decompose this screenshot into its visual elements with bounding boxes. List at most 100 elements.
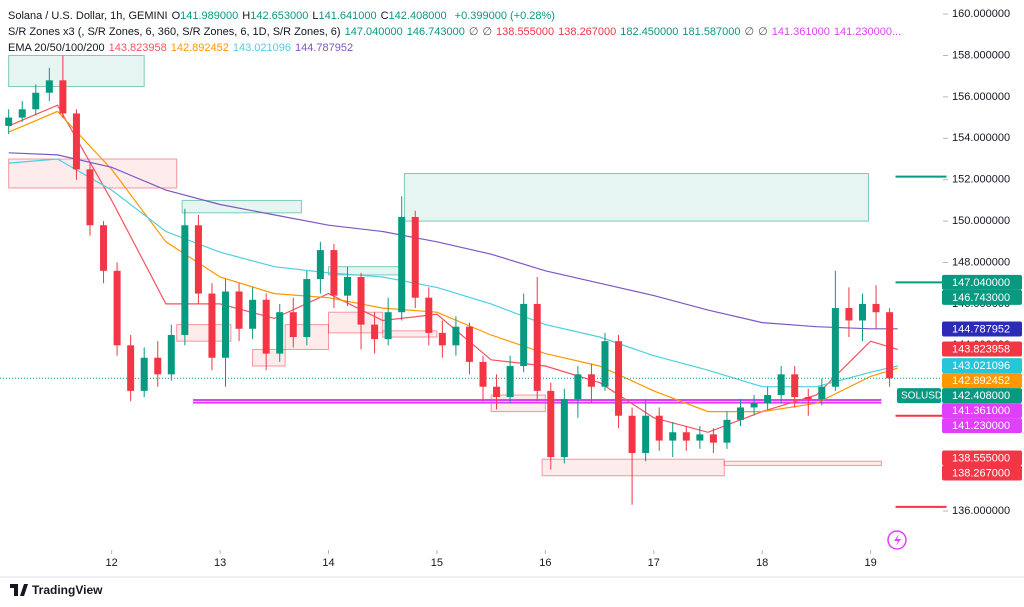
price-badge-label: 143.021096 <box>952 360 1010 372</box>
price-badge <box>942 418 1022 434</box>
sr-zone <box>403 172 869 222</box>
candle-body <box>32 92 40 110</box>
sr-value: ∅ <box>758 26 768 38</box>
candle-body <box>316 250 324 280</box>
candle-body <box>357 277 365 325</box>
price-badge-label: 142.892452 <box>952 375 1010 387</box>
price-badge <box>942 341 1022 357</box>
candle-body <box>709 434 717 443</box>
brand: TradingView <box>32 583 103 597</box>
icon-bolt[interactable] <box>894 534 901 546</box>
candle-body <box>59 80 67 114</box>
ohlc-value: 141.989000 <box>180 10 239 22</box>
price-badge-label: 138.555000 <box>952 452 1010 464</box>
candle-body <box>86 169 94 226</box>
legend-row-1: Solana / U.S. Dollar, 1h, GEMINI O141.989… <box>8 8 909 24</box>
replay-icon[interactable] <box>887 530 907 550</box>
candle-body <box>18 109 26 118</box>
y-tick-label: 158.000000 <box>952 49 1010 61</box>
y-tick-label: 150.000000 <box>952 215 1010 227</box>
candle-body <box>560 399 568 458</box>
logo-icon <box>10 584 28 596</box>
candle-body <box>5 117 13 126</box>
y-tick-label: 148.000000 <box>952 256 1010 268</box>
candle-body <box>777 374 785 396</box>
ohlc-key: L <box>312 10 319 22</box>
candle-body <box>804 397 812 400</box>
price-badge-label: 143.823958 <box>952 343 1010 355</box>
sr-value: 181.587000 <box>682 26 741 38</box>
sr-value: 138.267000 <box>558 26 617 38</box>
candle-body <box>181 225 189 335</box>
ema-line <box>8 158 898 388</box>
candle-body <box>100 225 108 271</box>
ema-line <box>8 152 898 330</box>
candle-body <box>208 293 216 358</box>
sr-value: ∅ <box>468 26 479 38</box>
candle-body <box>791 374 799 398</box>
symbol-badge <box>897 388 941 404</box>
candle-body <box>628 415 636 453</box>
sr-zone <box>176 324 232 342</box>
candle-body <box>764 395 772 404</box>
ohlc-key: C <box>380 10 389 22</box>
ohlc-value: 142.653000 <box>250 10 309 22</box>
candle-body <box>737 407 745 420</box>
candle-body <box>262 299 270 354</box>
y-tick-label: 156.000000 <box>952 91 1010 103</box>
sr-values: 147.040000 146.743000 ∅ ∅ 138.555000 138.2670… <box>345 26 906 38</box>
candle-body <box>371 324 379 340</box>
candle-body <box>289 312 297 338</box>
candle-body <box>384 312 392 340</box>
sr-title: S/R Zones x3 (, S/R Zones, 6, 360, S/R Z… <box>8 26 341 38</box>
price-badge-label: 142.408000 <box>952 390 1010 402</box>
candle-body <box>167 334 175 375</box>
sr-zone <box>328 311 384 334</box>
sr-value: 138.555000 <box>496 26 555 38</box>
candle-body <box>587 374 595 387</box>
candle-body <box>194 225 202 294</box>
candle-body <box>235 291 243 329</box>
sr-zone <box>8 54 145 88</box>
ema-title: EMA 20/50/100/200 <box>8 42 105 54</box>
candle-body <box>154 357 162 375</box>
sr-zone <box>181 199 302 214</box>
x-tick-label: 16 <box>539 557 551 569</box>
legend: Solana / U.S. Dollar, 1h, GEMINI O141.989… <box>8 8 909 56</box>
candle-body <box>750 403 758 408</box>
candle-body <box>886 312 894 379</box>
icon-circle[interactable] <box>887 530 907 550</box>
price-badge <box>942 358 1022 374</box>
x-tick-label: 19 <box>864 557 876 569</box>
candle-body <box>222 291 230 358</box>
candle-body <box>452 326 460 346</box>
ohlc-value: 142.408000 <box>388 10 447 22</box>
sr-value: 146.743000 <box>406 26 465 38</box>
sr-value: 147.040000 <box>344 26 403 38</box>
price-badge-label: 141.361000 <box>952 405 1010 417</box>
ema-value: 143.021096 <box>232 42 292 54</box>
price-badge <box>942 274 1022 290</box>
price-badge-label: 144.787952 <box>952 323 1010 335</box>
candle-body <box>520 303 528 367</box>
price-badge <box>942 465 1022 481</box>
sr-zone <box>541 458 725 477</box>
candle-body <box>696 434 704 441</box>
symbol-title: Solana / U.S. Dollar, 1h, GEMINI <box>8 10 168 22</box>
ohlc: O141.989000 H142.653000 L141.641000 C142.40… <box>172 10 451 22</box>
candle-body <box>343 277 351 296</box>
ohlc-key: H <box>242 10 251 22</box>
x-tick-label: 13 <box>214 557 226 569</box>
x-tick-label: 17 <box>648 557 660 569</box>
candle-body <box>140 357 148 391</box>
y-tick-label: 160.000000 <box>952 8 1010 20</box>
price-badge-label: 146.743000 <box>952 292 1010 304</box>
candle-body <box>479 361 487 387</box>
candle-body <box>655 415 663 441</box>
price-badge-label: 147.040000 <box>952 277 1010 289</box>
candle-body <box>547 390 555 458</box>
price-badge-label: 138.267000 <box>952 467 1010 479</box>
candle-body <box>506 366 514 398</box>
candle-body <box>682 432 690 441</box>
